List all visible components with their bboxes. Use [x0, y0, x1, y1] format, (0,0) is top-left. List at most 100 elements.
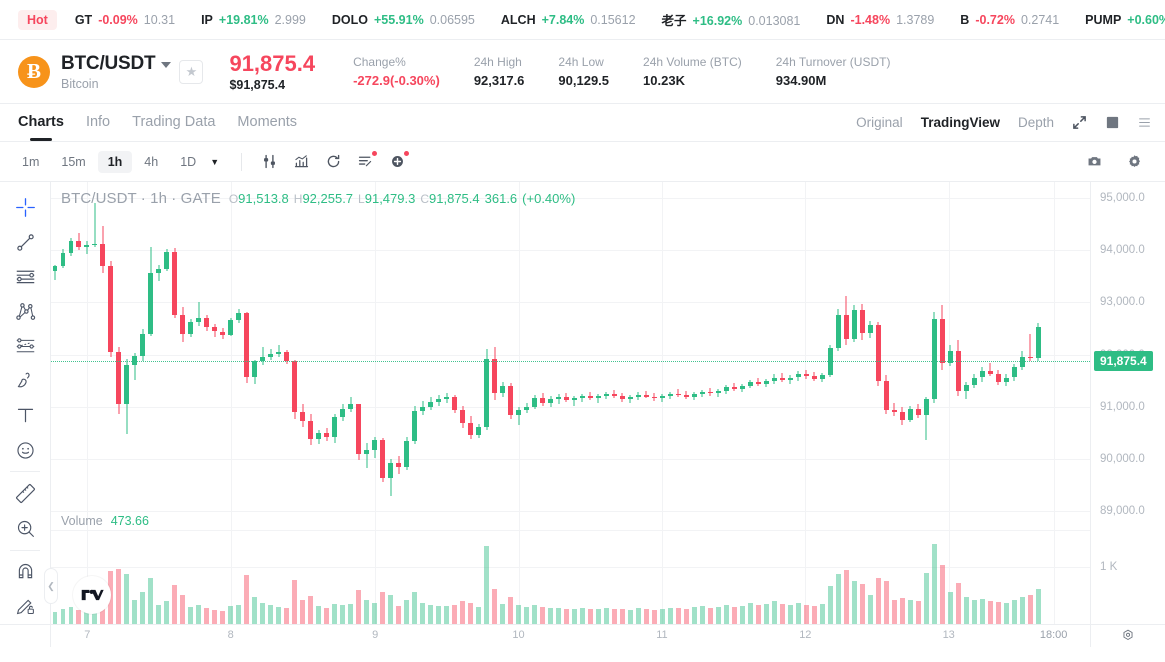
- timeframe-15m[interactable]: 15m: [61, 154, 86, 169]
- volume-bar: [244, 575, 250, 624]
- measure-ruler-icon[interactable]: [6, 476, 44, 511]
- menu-icon[interactable]: [1138, 116, 1151, 129]
- tab-charts[interactable]: Charts: [18, 104, 64, 141]
- gear-icon[interactable]: [1119, 148, 1149, 176]
- pencil-lock-icon[interactable]: [6, 589, 44, 624]
- view-mode-original[interactable]: Original: [856, 115, 903, 130]
- ticker-item[interactable]: GT -0.09% 10.31: [75, 13, 175, 27]
- hot-badge[interactable]: Hot: [18, 9, 57, 30]
- chart-type-icon[interactable]: [286, 148, 316, 176]
- trend-line-icon[interactable]: [6, 225, 44, 260]
- candle-wick: [94, 202, 96, 248]
- chart-settings-icon[interactable]: [1121, 629, 1135, 643]
- candlestick: [763, 182, 769, 527]
- candle-wick: [54, 264, 56, 280]
- timeframe-1m[interactable]: 1m: [22, 154, 40, 169]
- candle-body: [508, 385, 514, 416]
- candlestick: [260, 182, 266, 527]
- volume-bar: [148, 577, 154, 624]
- crosshair-icon[interactable]: [6, 190, 44, 225]
- text-icon[interactable]: [6, 398, 44, 433]
- chevron-down-icon[interactable]: [161, 61, 172, 68]
- market-stat-label: Change%: [353, 55, 406, 69]
- candle-body: [148, 272, 154, 334]
- ticker-item[interactable]: DN -1.48% 1.3789: [826, 13, 934, 27]
- volume-bar: [268, 605, 274, 624]
- magnet-icon[interactable]: [6, 555, 44, 590]
- candle-body: [1027, 356, 1033, 358]
- candlestick: [252, 182, 258, 527]
- view-mode-depth[interactable]: Depth: [1017, 115, 1054, 130]
- chart-settings-corner[interactable]: [1090, 625, 1165, 647]
- pair-identity[interactable]: BTC/USDT Bitcoin: [61, 53, 172, 91]
- ticker-item[interactable]: DOLO +55.91% 0.06595: [332, 13, 475, 27]
- zoom-in-icon[interactable]: [6, 511, 44, 546]
- candle-body: [779, 377, 785, 380]
- candlestick: [172, 182, 178, 527]
- indicators-icon[interactable]: [254, 148, 284, 176]
- time-axis-ticks[interactable]: 7 8 9 10 11 12 13 18:00: [51, 625, 1090, 647]
- chart-area: BTC/USDT · 1h · GATE O91,513.8 H92,255.7…: [0, 182, 1165, 624]
- market-stat: 24h Turnover (USDT) 934.90M: [776, 55, 891, 88]
- add-alert-icon[interactable]: [382, 148, 412, 176]
- volume-bar: [1011, 599, 1017, 624]
- tab-moments[interactable]: Moments: [237, 114, 298, 130]
- fib-projection-icon[interactable]: [6, 329, 44, 364]
- ticker-change: -1.48%: [850, 12, 891, 27]
- candlestick: [532, 182, 537, 527]
- price-axis[interactable]: 95,000.094,000.093,000.092,000.091,000.0…: [1090, 182, 1165, 624]
- candle-body: [763, 380, 769, 384]
- candlestick: [755, 182, 761, 527]
- volume-bar: [643, 609, 649, 624]
- timeframe-1D[interactable]: 1D: [180, 154, 197, 169]
- volume-bar: [675, 607, 681, 624]
- collapse-sidebar-handle[interactable]: ❮: [44, 568, 58, 604]
- emoji-icon[interactable]: [6, 433, 44, 468]
- candlestick: [388, 182, 394, 527]
- ticker-item[interactable]: IP +19.81% 2.999: [201, 13, 306, 27]
- compare-list-icon[interactable]: [350, 148, 380, 176]
- ticker-item[interactable]: 老子 +16.92% 0.013081: [662, 10, 801, 29]
- candle-body: [635, 394, 641, 397]
- market-stat-value: 92,317.6: [473, 73, 525, 88]
- grid-line: [518, 182, 520, 624]
- candle-wick: [518, 406, 520, 425]
- tradingview-logo-icon[interactable]: [73, 576, 111, 614]
- volume-bar: [939, 565, 945, 624]
- horizontal-lines-icon[interactable]: [6, 259, 44, 294]
- volume-bar: [915, 601, 921, 624]
- volume-bar: [84, 611, 90, 624]
- volume-bar: [739, 605, 745, 624]
- volume-bar: [236, 605, 242, 624]
- ticker-change: -0.09%: [98, 12, 138, 27]
- brush-icon[interactable]: [6, 363, 44, 398]
- expand-icon[interactable]: [1072, 115, 1087, 130]
- ticker-item[interactable]: B -0.72% 0.2741: [960, 13, 1059, 27]
- ticker-symbol: DN: [826, 12, 845, 27]
- candlestick: [188, 182, 194, 527]
- favorite-star-button[interactable]: ★: [179, 59, 204, 84]
- candlestick: [140, 182, 146, 527]
- time-axis-tick: 13: [942, 629, 955, 641]
- candlestick: [859, 182, 865, 527]
- ticker-item[interactable]: PUMP+0.60%0.002498: [1085, 13, 1165, 27]
- tab-trading-data[interactable]: Trading Data: [132, 114, 216, 130]
- pattern-icon[interactable]: [6, 294, 44, 329]
- fullscreen-square-icon[interactable]: [1105, 115, 1120, 130]
- candlestick: [971, 182, 977, 527]
- refresh-icon[interactable]: [318, 148, 348, 176]
- tab-info[interactable]: Info: [85, 114, 111, 130]
- volume-bar: [835, 574, 841, 624]
- market-stat: 24h Low 90,129.5: [558, 55, 609, 88]
- view-mode-tradingview[interactable]: TradingView: [920, 115, 1000, 130]
- timeframe-4h[interactable]: 4h: [144, 154, 159, 169]
- candlestick-chart[interactable]: BTC/USDT · 1h · GATE O91,513.8 H92,255.7…: [51, 182, 1090, 624]
- candle-body: [803, 374, 809, 377]
- current-price-badge: 91,875.4: [1094, 351, 1153, 371]
- candlestick: [212, 182, 218, 527]
- timeframe-more-chevron-icon[interactable]: ▼: [210, 156, 220, 167]
- chart-legend-ohlc: O91,513.8 H92,255.7 L91,479.3 C91,875.4 …: [228, 191, 576, 206]
- timeframe-1h[interactable]: 1h: [97, 150, 133, 173]
- ticker-item[interactable]: ALCH +7.84% 0.15612: [501, 13, 636, 27]
- camera-icon[interactable]: [1079, 148, 1109, 176]
